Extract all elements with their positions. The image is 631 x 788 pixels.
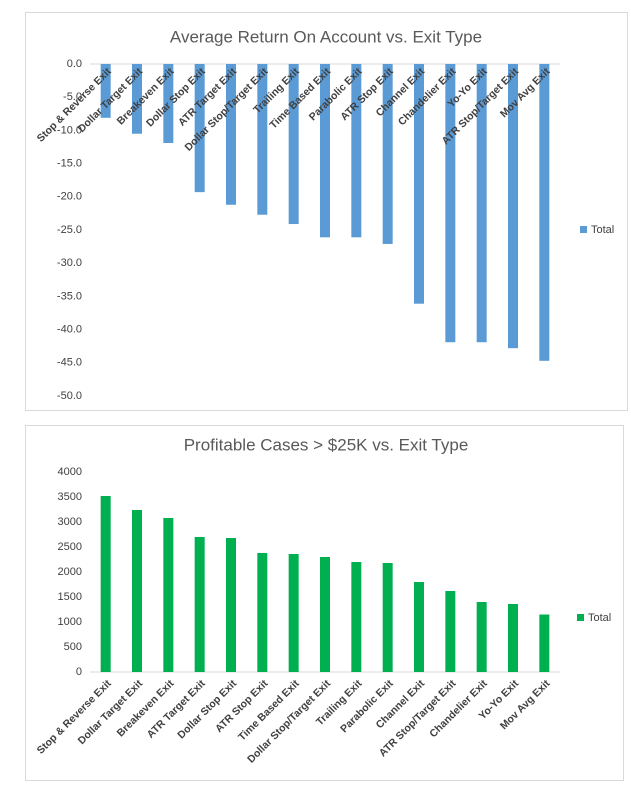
bar [226, 64, 236, 205]
bar [194, 64, 205, 193]
bar [132, 510, 142, 672]
y-tick-label: 3500 [58, 491, 82, 503]
y-tick-label: -40.0 [57, 324, 82, 336]
y-tick-label: -50.0 [57, 390, 82, 402]
bar [351, 64, 362, 238]
y-tick-label: -5.0 [63, 91, 82, 103]
y-tick-label: 0 [76, 666, 82, 678]
bar [194, 537, 205, 672]
y-tick-label: -20.0 [57, 191, 82, 203]
bar [414, 64, 424, 304]
y-tick-label: 1500 [58, 591, 82, 603]
bar [508, 604, 518, 672]
chart-title: Profitable Cases > $25K vs. Exit Type [184, 435, 469, 454]
y-tick-label: -35.0 [57, 290, 82, 302]
bar [445, 591, 456, 672]
bar [288, 64, 299, 225]
y-tick-label: 2500 [58, 541, 82, 553]
chart-title: Average Return On Account vs. Exit Type [170, 27, 482, 46]
bar [100, 64, 111, 118]
bar [320, 64, 330, 238]
y-tick-label: -45.0 [57, 357, 82, 369]
bar [476, 64, 487, 343]
y-tick-label: 3000 [58, 516, 82, 528]
y-tick-label: 4000 [58, 466, 82, 478]
legend-label: Total [588, 612, 611, 624]
y-tick-label: -30.0 [57, 257, 82, 269]
bar [163, 518, 174, 672]
bar [445, 64, 456, 343]
bar [414, 582, 424, 672]
bar [257, 553, 268, 672]
bar [539, 64, 550, 361]
y-tick-label: 500 [64, 641, 82, 653]
bar [382, 563, 393, 672]
bar [132, 64, 142, 134]
legend-swatch [577, 614, 584, 621]
y-tick-label: -15.0 [57, 158, 82, 170]
bar [320, 557, 330, 672]
y-tick-label: -10.0 [57, 124, 82, 136]
bar [476, 602, 487, 672]
legend-label: Total [591, 224, 614, 236]
bar [100, 496, 111, 672]
y-tick-label: 0.0 [67, 58, 82, 70]
bar [539, 614, 550, 672]
bar [508, 64, 518, 349]
legend-swatch [580, 226, 587, 233]
bar [351, 562, 362, 672]
bar [382, 64, 393, 244]
y-tick-label: 2000 [58, 566, 82, 578]
bar [226, 538, 236, 672]
bar [163, 64, 174, 144]
y-tick-label: 1000 [58, 616, 82, 628]
bar [257, 64, 268, 215]
y-tick-label: -25.0 [57, 224, 82, 236]
bar [288, 554, 299, 672]
